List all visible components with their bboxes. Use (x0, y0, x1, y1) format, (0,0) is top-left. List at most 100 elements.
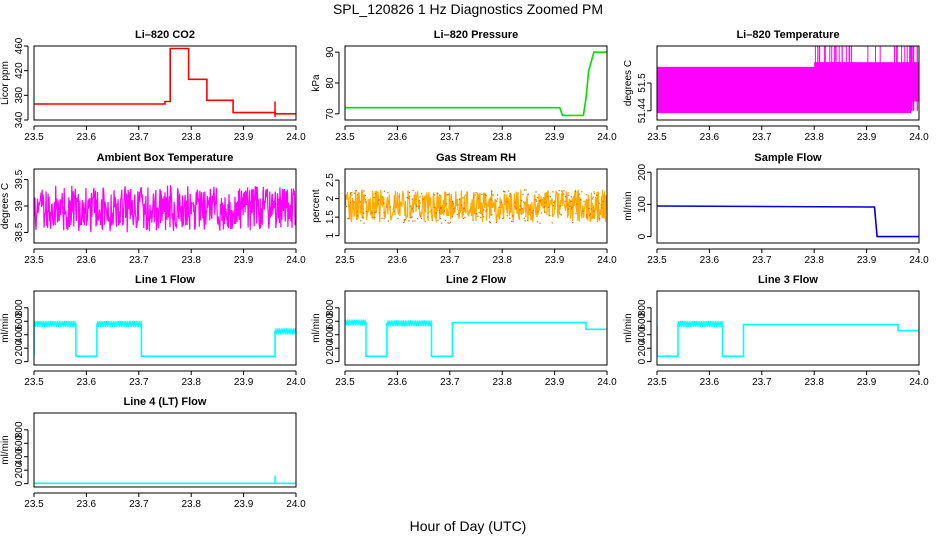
panel-title: Li–820 Temperature (736, 29, 839, 41)
series-dot (350, 202, 352, 204)
plot-frame (33, 412, 297, 488)
series-dot (411, 207, 413, 210)
series-line (657, 205, 919, 238)
x-tick-label: 23.6 (77, 255, 97, 266)
chart-panel-8: Line 2 Flow 23.5 23.6 23.7 23.8 23.9 24.0 0 2004… (311, 274, 617, 388)
series-dot (389, 206, 392, 208)
panel-title: Li–820 Pressure (434, 29, 518, 41)
x-tick-label: 23.8 (181, 132, 201, 143)
series-dot (439, 212, 441, 214)
series-dot (452, 201, 454, 203)
series-dot (559, 212, 561, 214)
x-tick-label: 23.6 (388, 132, 408, 143)
series-dot (511, 220, 513, 222)
series-dot (598, 202, 600, 204)
series-dot (588, 207, 590, 210)
y-tick-label: 600 (637, 312, 648, 329)
x-tick-label: 23.6 (700, 132, 720, 143)
series-dot (447, 222, 449, 224)
series-dot (564, 200, 566, 202)
series-line (34, 323, 296, 358)
series-dot (503, 191, 505, 193)
series-dot (536, 200, 538, 202)
series-dot (354, 192, 356, 194)
x-tick-label: 24.0 (286, 132, 306, 143)
x-tick-label: 23.8 (181, 255, 201, 266)
series-dot (429, 211, 431, 213)
series-dot (495, 221, 498, 223)
x-tick-label: 23.7 (129, 377, 149, 388)
series-line (345, 321, 607, 358)
series-dot (547, 195, 549, 197)
series-dot (501, 217, 504, 220)
x-tick-label: 23.9 (545, 132, 565, 143)
series-dot (602, 200, 604, 203)
series-dot (472, 219, 474, 221)
figure-x-label: Hour of Day (UTC) (410, 518, 527, 534)
plot-frame (344, 168, 608, 244)
plot-frame (33, 45, 297, 121)
series-dot (588, 199, 590, 201)
chart-panel-1: Li–820 CO2 23.5 23.6 23.7 23.8 23.9 24.0 340 380… (0, 29, 306, 143)
series-dot (519, 205, 521, 207)
x-tick-label: 23.5 (24, 132, 44, 143)
x-tick-label: 23.8 (181, 377, 201, 388)
series-dot (424, 220, 426, 223)
y-tick-label: 0 (637, 233, 648, 239)
series-dot (452, 203, 454, 205)
plot-frame (33, 290, 297, 366)
series-dot (374, 192, 376, 195)
series-line (657, 323, 919, 358)
series-dot (433, 194, 436, 196)
series-dot (522, 193, 524, 196)
series-dot (418, 205, 420, 207)
series-dot (567, 208, 569, 210)
x-tick-label: 23.7 (752, 377, 772, 388)
series-dot (523, 189, 525, 191)
y-tick-label: 0 (637, 358, 648, 364)
series-dot (583, 200, 585, 202)
series-dot (523, 201, 525, 203)
series-dot (418, 207, 420, 209)
plot-area (345, 188, 607, 224)
series-dot (544, 202, 546, 204)
x-tick-label: 24.0 (286, 377, 306, 388)
y-axis-label: ml/min (623, 191, 634, 220)
series-dot (515, 207, 517, 209)
x-tick-label: 23.5 (24, 377, 44, 388)
series-dot (408, 191, 411, 193)
series-dot (355, 189, 358, 192)
y-tick-label: 100 (637, 196, 648, 213)
plot-area (345, 51, 607, 117)
series-dot (462, 197, 464, 199)
series-dot (463, 202, 465, 204)
series-dot (601, 207, 603, 209)
series-dot (408, 220, 410, 222)
series-dot (504, 191, 506, 193)
plot-area (34, 185, 296, 233)
series-dot (484, 193, 486, 195)
series-dot (481, 193, 483, 195)
series-dot (404, 218, 406, 221)
series-dot (410, 217, 412, 219)
x-tick-label: 23.8 (804, 255, 824, 266)
series-dot (404, 220, 406, 222)
series-dot (411, 216, 413, 218)
chart-panel-10: Line 4 (LT) Flow 23.5 23.6 23.7 23.8 23.9 24.0… (0, 396, 306, 510)
series-dot (502, 190, 505, 192)
series-dot (543, 206, 546, 208)
y-tick-label: 340 (14, 111, 25, 128)
plot-frame (344, 45, 608, 121)
series-dot (481, 214, 484, 216)
y-tick-label: 400 (325, 326, 336, 343)
series-dot (373, 197, 375, 199)
x-tick-label: 23.7 (129, 499, 149, 510)
series-dot (378, 211, 381, 214)
series-dot (523, 217, 525, 219)
series-dot (563, 190, 565, 192)
series-dot (483, 209, 485, 211)
series-dot (351, 194, 353, 196)
series-dot (592, 216, 595, 218)
panel-title: Line 3 Flow (758, 274, 818, 286)
series-noise (345, 319, 367, 326)
